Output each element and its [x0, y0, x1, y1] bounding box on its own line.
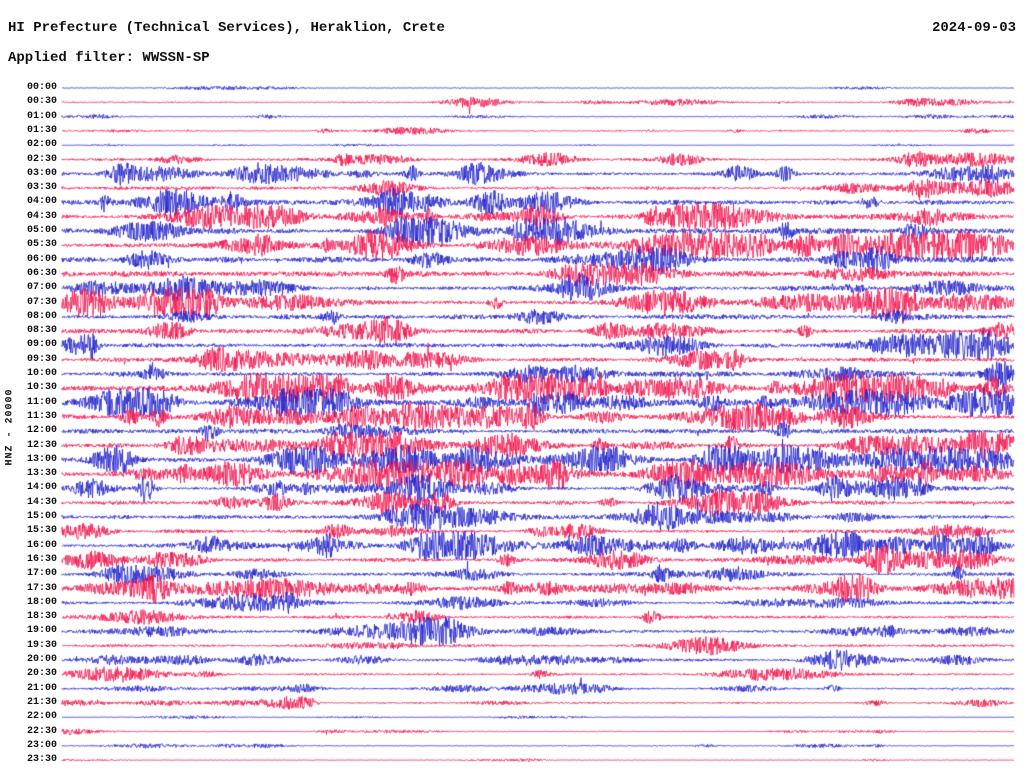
time-label-0230: 02:30 — [26, 153, 57, 165]
time-label-1430: 14:30 — [26, 496, 57, 508]
time-label-0330: 03:30 — [26, 182, 57, 194]
time-label-1500: 15:00 — [26, 511, 57, 522]
time-label-1730: 17:30 — [26, 582, 57, 594]
time-label-1130: 11:30 — [26, 410, 57, 422]
time-label-1030: 10:30 — [26, 382, 57, 394]
time-label-0130: 01:30 — [26, 124, 57, 136]
time-label-2230: 22:30 — [26, 725, 57, 737]
filter-label: Applied filter: WWSSN-SP — [8, 50, 210, 66]
time-label-1930: 19:30 — [26, 639, 57, 651]
time-label-1330: 13:30 — [26, 468, 57, 480]
time-label-0700: 07:00 — [26, 282, 57, 294]
time-label-2100: 21:00 — [26, 682, 57, 694]
time-label-1830: 18:30 — [26, 611, 57, 623]
time-label-1200: 12:00 — [26, 425, 57, 437]
time-label-1230: 12:30 — [26, 439, 57, 451]
time-label-1100: 11:00 — [26, 396, 57, 408]
time-label-2300: 23:00 — [26, 739, 57, 751]
time-label-0530: 05:30 — [26, 239, 57, 251]
time-label-0000: 00:00 — [26, 82, 57, 93]
time-label-1530: 15:30 — [26, 525, 57, 537]
time-label-2130: 21:30 — [26, 696, 57, 708]
time-label-0930: 09:30 — [26, 353, 57, 365]
time-label-0800: 08:00 — [26, 310, 57, 322]
time-label-0500: 05:00 — [26, 225, 57, 236]
date-label: 2024-09-03 — [931, 20, 1016, 36]
time-label-2200: 22:00 — [26, 711, 57, 723]
time-label-2030: 20:30 — [26, 668, 57, 680]
time-label-1300: 13:00 — [26, 453, 57, 465]
time-label-2000: 20:00 — [26, 654, 57, 665]
time-label-0630: 06:30 — [26, 267, 57, 279]
time-label-0030: 00:30 — [26, 96, 57, 108]
time-label-0200: 02:00 — [26, 139, 57, 151]
time-label-0830: 08:30 — [26, 325, 57, 337]
time-label-0430: 04:30 — [26, 210, 57, 222]
time-label-2330: 23:30 — [26, 754, 57, 766]
time-label-0300: 03:00 — [26, 167, 57, 179]
time-label-0730: 07:30 — [26, 296, 57, 308]
time-label-0400: 04:00 — [26, 196, 57, 208]
page-title: HI Prefecture (Technical Services), Hera… — [8, 20, 445, 36]
time-label-1600: 16:00 — [26, 539, 57, 551]
time-label-1400: 14:00 — [26, 482, 57, 494]
time-label-0600: 06:00 — [26, 253, 57, 265]
time-label-1900: 19:00 — [26, 625, 57, 637]
time-label-1630: 16:30 — [26, 553, 57, 565]
time-label-1000: 10:00 — [26, 368, 57, 379]
time-label-0100: 01:00 — [26, 110, 57, 122]
time-label-1700: 17:00 — [26, 568, 57, 580]
time-label-1800: 18:00 — [26, 596, 57, 608]
time-label-0900: 09:00 — [26, 339, 57, 351]
